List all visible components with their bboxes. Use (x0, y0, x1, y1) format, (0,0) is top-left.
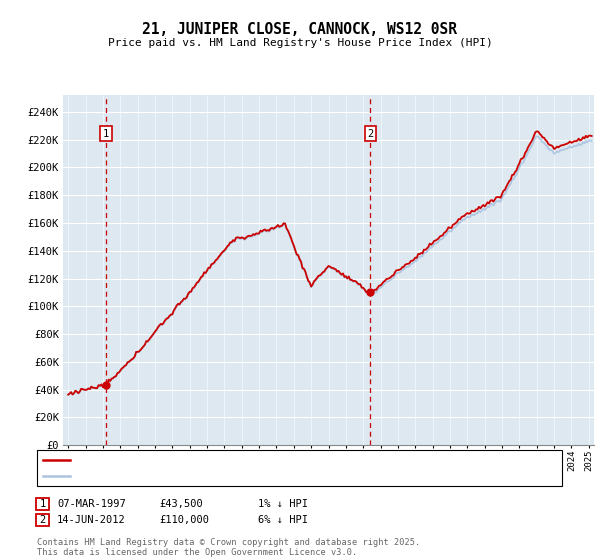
Text: 1% ↓ HPI: 1% ↓ HPI (258, 499, 308, 509)
Text: 07-MAR-1997: 07-MAR-1997 (57, 499, 126, 509)
Text: Contains HM Land Registry data © Crown copyright and database right 2025.
This d: Contains HM Land Registry data © Crown c… (37, 538, 421, 557)
Text: £110,000: £110,000 (159, 515, 209, 525)
Text: HPI: Average price, semi-detached house, Cannock Chase: HPI: Average price, semi-detached house,… (74, 471, 392, 481)
Text: 1: 1 (103, 129, 109, 139)
Text: 1: 1 (40, 499, 46, 509)
Text: 14-JUN-2012: 14-JUN-2012 (57, 515, 126, 525)
Text: £43,500: £43,500 (159, 499, 203, 509)
Text: 6% ↓ HPI: 6% ↓ HPI (258, 515, 308, 525)
Text: 21, JUNIPER CLOSE, CANNOCK, WS12 0SR (semi-detached house): 21, JUNIPER CLOSE, CANNOCK, WS12 0SR (se… (74, 455, 415, 465)
Text: Price paid vs. HM Land Registry's House Price Index (HPI): Price paid vs. HM Land Registry's House … (107, 38, 493, 48)
Text: 21, JUNIPER CLOSE, CANNOCK, WS12 0SR: 21, JUNIPER CLOSE, CANNOCK, WS12 0SR (143, 22, 458, 38)
Text: 2: 2 (40, 515, 46, 525)
Text: 2: 2 (367, 129, 374, 139)
